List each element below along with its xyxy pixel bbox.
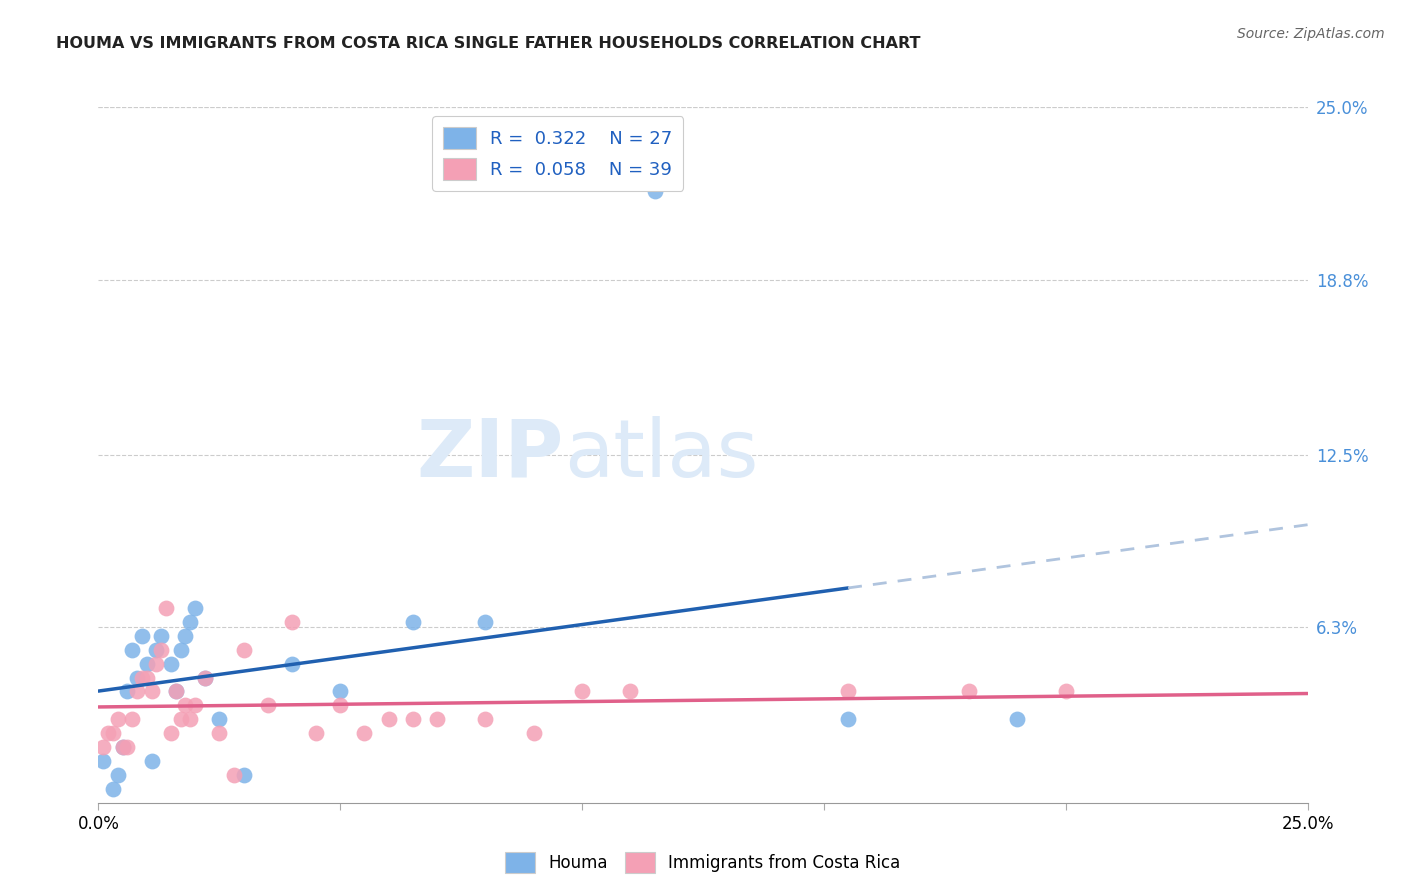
Point bbox=[135, 671, 157, 685]
Point bbox=[174, 629, 197, 643]
Point bbox=[305, 726, 328, 740]
Point bbox=[179, 712, 201, 726]
Point bbox=[1007, 712, 1029, 726]
Point bbox=[131, 671, 153, 685]
Point bbox=[117, 740, 139, 755]
Point bbox=[160, 726, 183, 740]
Point bbox=[165, 684, 187, 698]
Point bbox=[101, 781, 124, 796]
Point bbox=[91, 740, 114, 755]
Point bbox=[523, 726, 546, 740]
Point bbox=[208, 726, 231, 740]
Point bbox=[150, 629, 173, 643]
Point bbox=[619, 684, 641, 698]
Point bbox=[160, 657, 183, 671]
Point bbox=[101, 726, 124, 740]
Point bbox=[121, 642, 143, 657]
Point bbox=[281, 657, 304, 671]
Point bbox=[165, 684, 187, 698]
Point bbox=[169, 642, 191, 657]
Point bbox=[121, 712, 143, 726]
Point bbox=[474, 712, 496, 726]
Point bbox=[111, 740, 134, 755]
Point bbox=[402, 615, 425, 629]
Point bbox=[155, 601, 177, 615]
Text: atlas: atlas bbox=[564, 416, 758, 494]
Point bbox=[329, 684, 352, 698]
Point bbox=[402, 712, 425, 726]
Point bbox=[281, 615, 304, 629]
Point bbox=[97, 726, 120, 740]
Point bbox=[169, 712, 191, 726]
Point bbox=[184, 698, 207, 713]
Point bbox=[208, 712, 231, 726]
Point bbox=[353, 726, 375, 740]
Point bbox=[111, 740, 134, 755]
Point bbox=[141, 684, 163, 698]
Point bbox=[837, 684, 859, 698]
Point bbox=[474, 615, 496, 629]
Point bbox=[644, 184, 666, 198]
Point bbox=[426, 712, 449, 726]
Point bbox=[91, 754, 114, 768]
Point bbox=[127, 684, 149, 698]
Point bbox=[837, 712, 859, 726]
Legend: R =  0.322    N = 27, R =  0.058    N = 39: R = 0.322 N = 27, R = 0.058 N = 39 bbox=[433, 116, 683, 191]
Point bbox=[150, 642, 173, 657]
Point bbox=[232, 642, 254, 657]
Point bbox=[127, 671, 149, 685]
Point bbox=[377, 712, 399, 726]
Point bbox=[135, 657, 157, 671]
Legend: Houma, Immigrants from Costa Rica: Houma, Immigrants from Costa Rica bbox=[499, 846, 907, 880]
Point bbox=[107, 768, 129, 782]
Text: Source: ZipAtlas.com: Source: ZipAtlas.com bbox=[1237, 27, 1385, 41]
Point bbox=[194, 671, 217, 685]
Point bbox=[107, 712, 129, 726]
Point bbox=[329, 698, 352, 713]
Point bbox=[184, 601, 207, 615]
Point bbox=[571, 684, 593, 698]
Point bbox=[256, 698, 278, 713]
Point bbox=[957, 684, 980, 698]
Point bbox=[194, 671, 217, 685]
Text: ZIP: ZIP bbox=[416, 416, 564, 494]
Text: HOUMA VS IMMIGRANTS FROM COSTA RICA SINGLE FATHER HOUSEHOLDS CORRELATION CHART: HOUMA VS IMMIGRANTS FROM COSTA RICA SING… bbox=[56, 36, 921, 51]
Point bbox=[222, 768, 245, 782]
Point bbox=[145, 642, 167, 657]
Point bbox=[174, 698, 197, 713]
Point bbox=[232, 768, 254, 782]
Point bbox=[179, 615, 201, 629]
Point bbox=[141, 754, 163, 768]
Point bbox=[117, 684, 139, 698]
Point bbox=[131, 629, 153, 643]
Point bbox=[1054, 684, 1077, 698]
Point bbox=[145, 657, 167, 671]
